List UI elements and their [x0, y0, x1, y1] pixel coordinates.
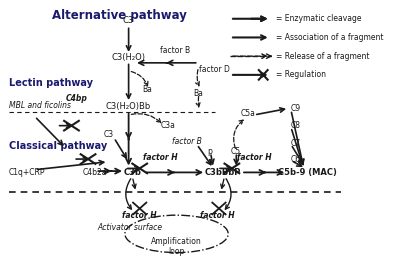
Text: C3bBbP: C3bBbP	[204, 168, 241, 177]
Text: factor B: factor B	[160, 46, 190, 55]
Text: MBL and ficolins: MBL and ficolins	[9, 101, 71, 110]
Text: factor H: factor H	[200, 211, 234, 220]
Text: Activator surface: Activator surface	[97, 223, 162, 232]
Text: p: p	[207, 147, 212, 156]
Text: factor H: factor H	[122, 211, 157, 220]
Text: C5b-9 (MAC): C5b-9 (MAC)	[278, 168, 337, 177]
Text: C3a: C3a	[161, 121, 176, 130]
Text: C6: C6	[291, 154, 301, 164]
Text: Lectin pathway: Lectin pathway	[9, 78, 93, 88]
Text: factor D: factor D	[199, 65, 230, 74]
Text: = Release of a fragment: = Release of a fragment	[276, 52, 370, 61]
Text: C5a: C5a	[241, 109, 256, 118]
Text: C4b2a: C4b2a	[82, 168, 107, 177]
Text: C8: C8	[291, 121, 301, 130]
Text: C1q+CRP: C1q+CRP	[9, 168, 45, 177]
Text: Ba: Ba	[142, 85, 152, 94]
Text: C5: C5	[230, 147, 241, 156]
Text: Ba: Ba	[194, 89, 204, 98]
Text: C9: C9	[291, 104, 301, 113]
Text: C3b: C3b	[123, 168, 141, 177]
Text: C3: C3	[123, 16, 134, 25]
Text: factor B: factor B	[172, 137, 202, 146]
Text: factor H: factor H	[238, 153, 272, 162]
Text: = Association of a fragment: = Association of a fragment	[276, 33, 384, 42]
Text: C7: C7	[291, 139, 301, 147]
Text: = Enzymatic cleavage: = Enzymatic cleavage	[276, 14, 362, 23]
Text: factor H: factor H	[143, 153, 178, 162]
Text: loop: loop	[168, 247, 185, 256]
Text: C3(H₂O): C3(H₂O)	[112, 53, 146, 62]
Text: Amplification: Amplification	[151, 237, 202, 247]
Text: Classical pathway: Classical pathway	[9, 141, 107, 151]
Text: C3: C3	[103, 130, 113, 140]
Text: C3(H₂O)Bb: C3(H₂O)Bb	[106, 102, 151, 112]
Text: Alternative pathway: Alternative pathway	[52, 9, 187, 22]
Text: C4bp: C4bp	[66, 94, 88, 103]
Text: = Regulation: = Regulation	[276, 70, 326, 79]
